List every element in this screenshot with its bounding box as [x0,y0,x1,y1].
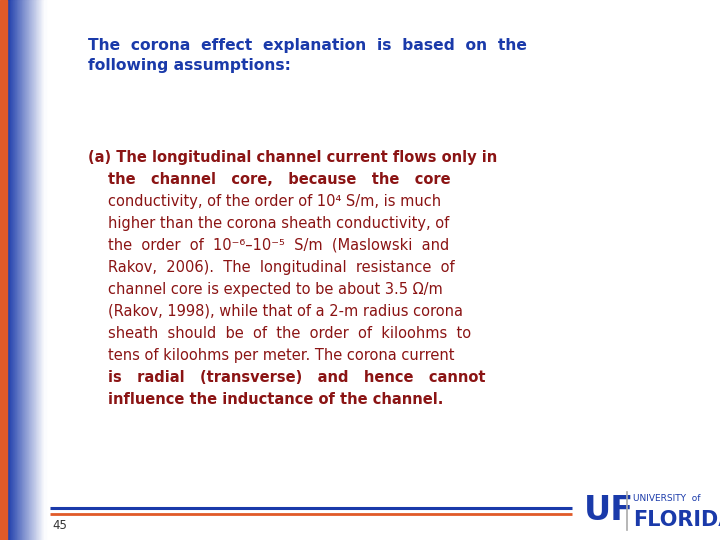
Text: tens of kiloohms per meter. The corona current: tens of kiloohms per meter. The corona c… [108,348,454,363]
Bar [40,0,42,540]
Bar [22,0,23,540]
Bar [15,0,17,540]
Bar [14,0,16,540]
Bar [8,0,9,540]
Text: (a) The longitudinal channel current flows only in: (a) The longitudinal channel current flo… [88,150,498,165]
Bar [28,0,29,540]
Text: (Rakov, 1998), while that of a 2-m radius corona: (Rakov, 1998), while that of a 2-m radiu… [108,304,463,319]
Bar [30,0,32,540]
Bar [13,0,14,540]
Bar [14,0,15,540]
Bar [36,0,37,540]
Bar [11,0,12,540]
Bar [26,0,27,540]
Bar [10,0,12,540]
Bar [21,0,22,540]
Bar [9,0,11,540]
Bar [0,0,7,540]
Bar [37,0,38,540]
Bar [31,0,32,540]
Bar [7,0,8,540]
Text: UF: UF [584,494,634,527]
Bar [34,0,35,540]
Bar [38,0,39,540]
Bar [32,0,33,540]
Bar [23,0,24,540]
Bar [43,0,44,540]
Text: UNIVERSITY  of: UNIVERSITY of [633,494,701,503]
Text: sheath  should  be  of  the  order  of  kiloohms  to: sheath should be of the order of kiloohm… [108,326,471,341]
Text: channel core is expected to be about 3.5 Ω/m: channel core is expected to be about 3.5… [108,282,443,297]
Bar [35,0,37,540]
Bar [27,0,28,540]
Text: 45: 45 [52,519,67,532]
Bar [42,0,44,540]
Bar [25,0,27,540]
Text: following assumptions:: following assumptions: [88,58,291,73]
Bar [29,0,30,540]
Bar [40,0,41,540]
Bar [35,0,36,540]
Bar [24,0,26,540]
Text: the  order  of  10⁻⁶–10⁻⁵  S/m  (Maslowski  and: the order of 10⁻⁶–10⁻⁵ S/m (Maslowski an… [108,238,449,253]
Bar [22,0,23,540]
Bar [19,0,20,540]
Bar [12,0,13,540]
Bar [32,0,33,540]
Bar [24,0,25,540]
Bar [30,0,31,540]
Bar [17,0,18,540]
Bar [18,0,19,540]
Text: FLORIDA: FLORIDA [633,510,720,530]
Text: the   channel   core,   because   the   core: the channel core, because the core [108,172,451,187]
Bar [44,0,45,540]
Bar [9,0,10,540]
Bar [19,0,21,540]
Bar [39,0,40,540]
Bar [27,0,28,540]
Bar [41,0,42,540]
Text: higher than the corona sheath conductivity, of: higher than the corona sheath conductivi… [108,216,449,231]
Bar [42,0,43,540]
Bar [16,0,17,540]
Text: influence the inductance of the channel.: influence the inductance of the channel. [108,392,444,407]
Bar [8,0,9,540]
Bar [20,0,22,540]
Bar [33,0,34,540]
Text: The  corona  effect  explanation  is  based  on  the: The corona effect explanation is based o… [88,38,527,53]
Text: Rakov,  2006).  The  longitudinal  resistance  of: Rakov, 2006). The longitudinal resistanc… [108,260,454,275]
Text: conductivity, of the order of 10⁴ S/m, is much: conductivity, of the order of 10⁴ S/m, i… [108,194,441,209]
Bar [37,0,39,540]
Text: is   radial   (transverse)   and   hence   cannot: is radial (transverse) and hence cannot [108,370,485,385]
